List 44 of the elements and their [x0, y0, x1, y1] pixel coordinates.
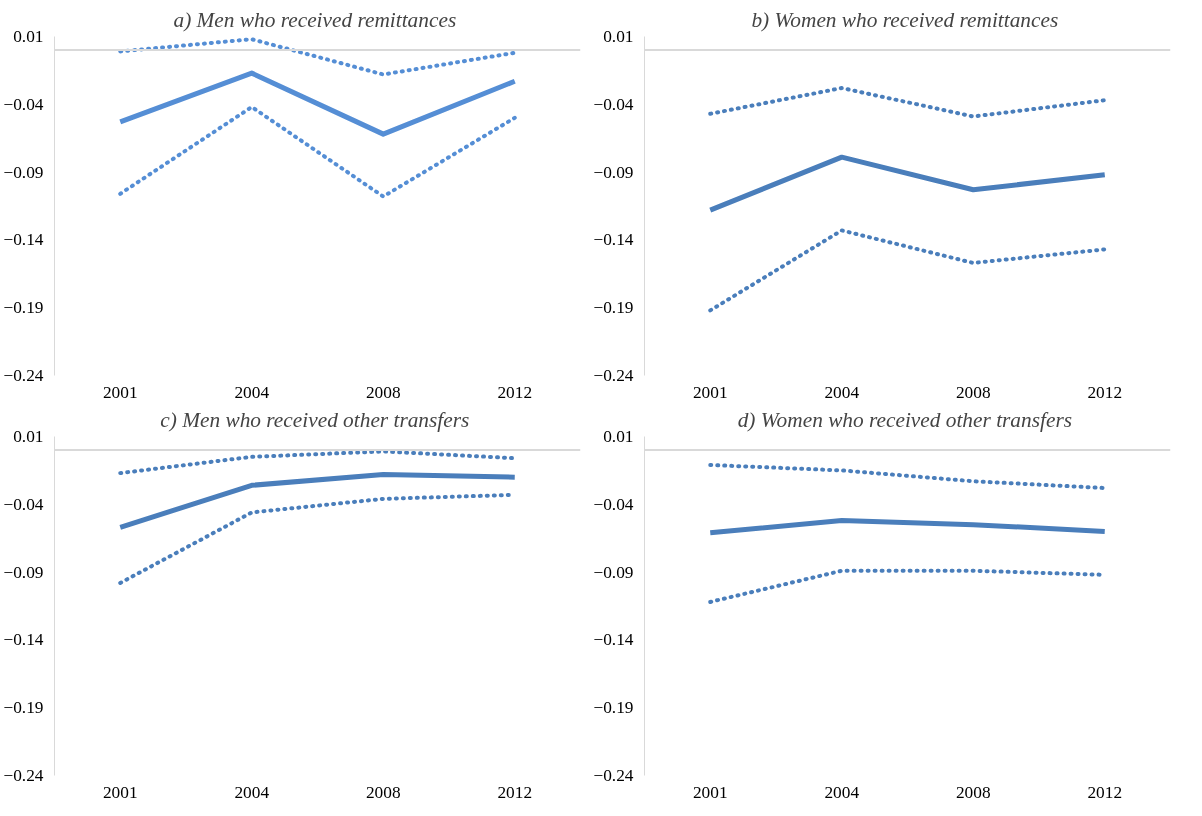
chart-title: d) Women who received other transfers [737, 407, 1072, 432]
y-tick-label: −0.09 [3, 562, 44, 582]
x-tick-label: 2001 [102, 782, 138, 802]
x-tick-label: 2008 [365, 382, 401, 402]
x-tick-label: 2012 [497, 382, 533, 402]
y-tick-label: −0.19 [593, 698, 634, 718]
y-tick-label: −0.09 [593, 562, 634, 582]
y-tick-label: −0.19 [593, 298, 634, 318]
x-tick-label: 2001 [102, 382, 138, 402]
chart-title: a) Men who received remittances [173, 7, 457, 32]
y-tick-label: −0.14 [3, 630, 44, 650]
x-tick-label: 2008 [955, 782, 991, 802]
y-tick-label: −0.04 [593, 94, 634, 114]
y-tick-label: −0.24 [593, 766, 634, 785]
y-tick-label: 0.01 [13, 427, 44, 446]
y-tick-label: −0.04 [3, 94, 44, 114]
x-tick-label: 2004 [824, 782, 860, 802]
x-tick-label: 2004 [234, 382, 270, 402]
x-tick-label: 2008 [365, 782, 401, 802]
y-tick-label: −0.09 [593, 162, 634, 182]
y-tick-label: 0.01 [603, 427, 634, 446]
y-tick-label: −0.04 [3, 494, 44, 514]
y-tick-label: −0.24 [3, 766, 44, 785]
y-tick-label: −0.14 [593, 630, 634, 650]
x-tick-label: 2001 [692, 782, 728, 802]
y-tick-label: −0.19 [3, 698, 44, 718]
chart-title: b) Women who received remittances [751, 7, 1059, 32]
x-tick-label: 2012 [1087, 782, 1123, 802]
y-tick-label: −0.24 [3, 366, 44, 385]
y-tick-label: 0.01 [603, 27, 634, 46]
y-tick-label: −0.19 [3, 298, 44, 318]
y-tick-label: −0.24 [593, 366, 634, 385]
y-tick-label: −0.09 [3, 162, 44, 182]
x-tick-label: 2004 [234, 782, 270, 802]
chart-title: c) Men who received other transfers [160, 407, 470, 432]
x-tick-label: 2012 [497, 782, 533, 802]
y-tick-label: −0.14 [3, 230, 44, 250]
x-tick-label: 2004 [824, 382, 860, 402]
y-tick-label: 0.01 [13, 27, 44, 46]
x-tick-label: 2001 [692, 382, 728, 402]
x-tick-label: 2012 [1087, 382, 1123, 402]
y-tick-label: −0.14 [593, 230, 634, 250]
y-tick-label: −0.04 [593, 494, 634, 514]
x-tick-label: 2008 [955, 382, 991, 402]
